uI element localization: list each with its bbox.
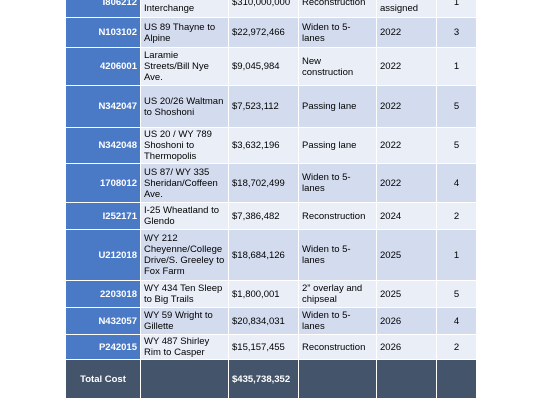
empty-cell	[376, 359, 437, 399]
table-row: N103102 US 89 Thayne to Alpine $22,972,466…	[65, 17, 477, 48]
project-description: WY 487 Shirley Rim to Casper	[140, 334, 229, 360]
project-cost: $3,632,196	[228, 127, 299, 164]
project-district: 1	[436, 47, 477, 86]
table-row: 4206001 Laramie Streets/Bill Nye Ave. $9,0…	[65, 47, 477, 86]
project-year: 2022	[376, 163, 437, 203]
project-description: I-25 Wheatland to Glendo	[140, 202, 229, 230]
empty-cell	[298, 359, 377, 399]
project-type: New construction	[298, 47, 377, 86]
table-row: U212018 WY 212 Cheyenne/College Drive/S. …	[65, 229, 477, 281]
project-id: I252171	[65, 202, 141, 230]
table-row: 1708012 US 87/ WY 335 Sheridan/Coffeen Av…	[65, 163, 477, 203]
project-description: WY 434 Ten Sleep to Big Trails	[140, 280, 229, 308]
project-type: Reconstruction	[298, 334, 377, 360]
project-cost: $18,684,126	[228, 229, 299, 281]
project-type: Passing lane	[298, 127, 377, 164]
table-row: N432057 WY 59 Wright to Gillette $20,834,0…	[65, 307, 477, 335]
project-year: 2026	[376, 334, 437, 360]
project-description: WY 59 Wright to Gillette	[140, 307, 229, 335]
project-cost: $9,045,984	[228, 47, 299, 86]
project-description: I-80 / I-25 Interchange	[140, 0, 229, 18]
project-district: 4	[436, 163, 477, 203]
project-type: Widen to 5-lanes	[298, 307, 377, 335]
project-district: 1	[436, 0, 477, 18]
table-row: N342047 US 20/26 Waltman to Shoshoni $7,52…	[65, 85, 477, 128]
project-year: 2022	[376, 127, 437, 164]
table-row: 2203018 WY 434 Ten Sleep to Big Trails $1,…	[65, 280, 477, 308]
project-type: Reconstruction	[298, 0, 377, 18]
project-id: U212018	[65, 229, 141, 281]
project-type: Passing lane	[298, 85, 377, 128]
project-id: P242015	[65, 334, 141, 360]
project-year: 2026	[376, 307, 437, 335]
project-district: 5	[436, 127, 477, 164]
project-cost: $7,523,112	[228, 85, 299, 128]
project-district: 2	[436, 202, 477, 230]
project-cost: $1,800,001	[228, 280, 299, 308]
project-year: 2022	[376, 85, 437, 128]
project-description: Laramie Streets/Bill Nye Ave.	[140, 47, 229, 86]
project-description: WY 212 Cheyenne/College Drive/S. Greeley…	[140, 229, 229, 281]
project-id: 1708012	[65, 163, 141, 203]
total-label: Total Cost	[65, 359, 141, 399]
project-id: N103102	[65, 17, 141, 48]
project-district: 3	[436, 17, 477, 48]
project-district: 5	[436, 280, 477, 308]
project-id: 4206001	[65, 47, 141, 86]
project-type: Widen to 5-lanes	[298, 229, 377, 281]
project-cost: $20,834,031	[228, 307, 299, 335]
project-year: 2025	[376, 229, 437, 281]
project-id: N342048	[65, 127, 141, 164]
project-district: 4	[436, 307, 477, 335]
project-id: I806212	[65, 0, 141, 18]
empty-cell	[436, 359, 477, 399]
project-cost: $15,157,455	[228, 334, 299, 360]
project-id: N432057	[65, 307, 141, 335]
project-id: N342047	[65, 85, 141, 128]
project-description: US 89 Thayne to Alpine	[140, 17, 229, 48]
project-year: 2024	[376, 202, 437, 230]
table-row: P242015 WY 487 Shirley Rim to Casper $15,1…	[65, 334, 477, 360]
project-cost: $22,972,466	[228, 17, 299, 48]
table-row: N342048 US 20 / WY 789 Shoshoni to Thermo…	[65, 127, 477, 164]
project-description: US 20 / WY 789 Shoshoni to Thermopolis	[140, 127, 229, 164]
project-cost: $7,386,482	[228, 202, 299, 230]
project-year: 2025	[376, 280, 437, 308]
project-type: Widen to 5-lanes	[298, 17, 377, 48]
total-row: Total Cost $435,738,352	[65, 359, 477, 399]
empty-cell	[140, 359, 229, 399]
project-cost: $18,702,499	[228, 163, 299, 203]
project-id: 2203018	[65, 280, 141, 308]
project-year: 2022	[376, 17, 437, 48]
project-type: Reconstruction	[298, 202, 377, 230]
table-row: I252171 I-25 Wheatland to Glendo $7,386,48…	[65, 202, 477, 230]
project-description: US 87/ WY 335 Sheridan/Coffeen Ave.	[140, 163, 229, 203]
project-cost: $310,000,000	[228, 0, 299, 18]
project-year: Not assigned	[376, 0, 437, 18]
project-description: US 20/26 Waltman to Shoshoni	[140, 85, 229, 128]
project-district: 2	[436, 334, 477, 360]
project-year: 2022	[376, 47, 437, 86]
project-district: 1	[436, 229, 477, 281]
project-type: 2” overlay and chipseal	[298, 280, 377, 308]
total-cost: $435,738,352	[228, 359, 299, 399]
project-district: 5	[436, 85, 477, 128]
project-type: Widen to 5-lanes	[298, 163, 377, 203]
